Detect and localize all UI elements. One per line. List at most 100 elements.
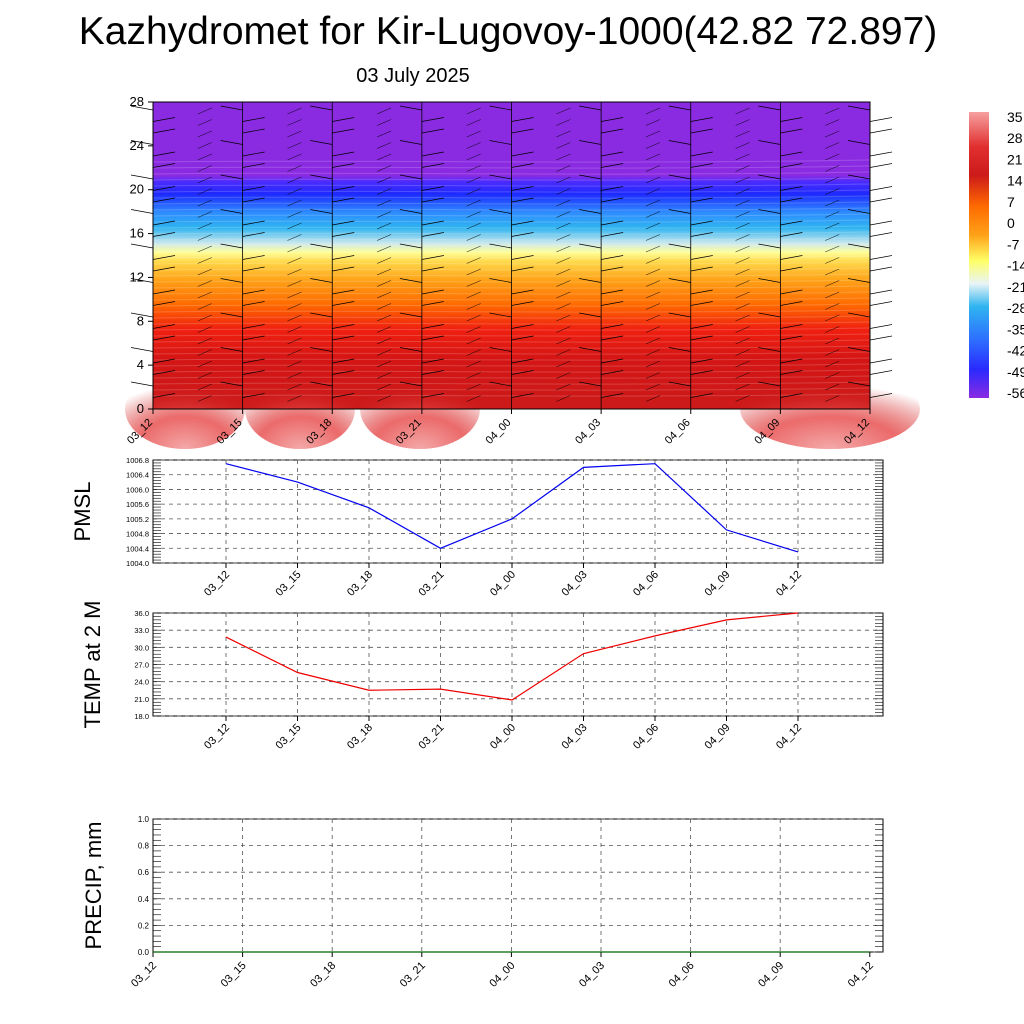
wind-barb <box>332 393 355 398</box>
y-axis-label: PMSL <box>70 482 95 542</box>
wind-barb <box>690 335 713 341</box>
wind-barb <box>242 301 265 306</box>
plot-frame <box>152 459 884 564</box>
wind-barb <box>556 176 571 184</box>
wind-barb <box>242 117 265 122</box>
wind-barb <box>579 243 602 249</box>
wind-barb <box>466 153 481 161</box>
wind-barb <box>466 314 481 322</box>
wind-barb <box>332 232 355 237</box>
wind-barb <box>690 289 713 295</box>
wind-barb <box>735 314 750 322</box>
wind-barb <box>287 337 302 345</box>
plot-frame <box>152 612 884 717</box>
wind-barb <box>489 140 512 145</box>
wind-barb <box>421 151 444 157</box>
wind-barb <box>556 291 571 299</box>
wind-barb <box>668 209 691 214</box>
wind-barb <box>466 303 481 310</box>
colorbar: 35 28 21 14 7 0 -7 -14 -21 -28 -35 -42 -49 -56 <box>969 109 1024 401</box>
wind-barb <box>197 199 212 207</box>
wind-barb <box>556 360 571 368</box>
y-tick-label: 0.6 <box>138 868 150 877</box>
wind-barb <box>152 117 176 122</box>
x-tick-label: 04_09 <box>703 722 733 752</box>
wind-barb <box>645 314 661 322</box>
wind-barb <box>489 381 512 387</box>
wind-barb <box>152 197 176 203</box>
wind-barb <box>556 303 571 310</box>
wind-barb <box>287 130 302 138</box>
wind-barb <box>758 105 781 111</box>
wind-barb <box>376 314 392 322</box>
wind-barb <box>376 257 392 264</box>
wind-barb <box>825 337 840 345</box>
y-tick-label: 1004.4 <box>126 544 149 553</box>
y-tick-label: 18.0 <box>134 712 149 721</box>
contour-line <box>152 369 871 373</box>
wind-barb <box>556 119 571 126</box>
precip-panel: 0.0 0.2 0.4 0.6 0.8 1.0 03_12 03_15 03_18 03_21 04… <box>81 815 884 990</box>
wind-barb <box>287 360 302 368</box>
wind-barb <box>130 105 154 111</box>
wind-barb <box>869 393 893 398</box>
wind-barb <box>579 174 602 180</box>
wind-barb <box>825 153 840 161</box>
wind-barb <box>847 140 871 145</box>
wind-barb <box>197 211 212 218</box>
wind-barb <box>399 209 422 214</box>
wind-barb <box>825 222 840 230</box>
wind-barb <box>601 393 624 398</box>
y-tick-label: 24 <box>130 138 144 153</box>
wind-barb <box>735 142 750 149</box>
wind-barb <box>780 197 803 203</box>
wind-barb <box>601 197 624 203</box>
wind-barb <box>421 335 444 341</box>
y-tick-label: 20 <box>130 182 144 197</box>
wind-barb <box>287 211 302 218</box>
wind-barb <box>735 153 750 161</box>
wind-barb <box>152 393 176 398</box>
wind-barb <box>197 395 212 402</box>
wind-barb <box>601 255 624 260</box>
wind-barb <box>130 243 154 249</box>
contour-line <box>152 291 871 295</box>
x-tick-label: 04_09 <box>756 960 786 990</box>
wind-barb <box>645 222 661 230</box>
wind-barb <box>421 128 444 134</box>
contour-line <box>152 213 871 217</box>
wind-barb <box>601 370 624 375</box>
wind-barb <box>220 312 243 318</box>
wind-barb <box>690 358 713 364</box>
wind-barb <box>645 188 661 195</box>
wind-barb <box>847 209 871 214</box>
wind-barb <box>758 312 781 318</box>
wind-barb <box>645 291 661 299</box>
wind-barb <box>825 257 840 264</box>
wind-barb <box>645 176 661 184</box>
wind-barb <box>780 358 803 364</box>
wind-barb <box>466 176 481 184</box>
wind-barb <box>825 119 840 126</box>
wind-barb <box>287 245 302 253</box>
wind-barb <box>197 142 212 149</box>
wind-barb <box>758 243 781 249</box>
wind-barb <box>601 186 624 191</box>
wind-barb <box>690 255 713 260</box>
wind-barb <box>152 163 176 168</box>
wind-barb <box>376 222 392 230</box>
wind-barb <box>197 130 212 138</box>
wind-barb <box>197 303 212 310</box>
wind-barb <box>690 266 713 272</box>
wind-barb <box>197 165 212 172</box>
wind-barb <box>645 360 661 368</box>
wind-barb <box>376 188 392 195</box>
x-tick-label: 04_12 <box>774 569 804 599</box>
y-tick-label: 33.0 <box>134 626 149 635</box>
y-tick-label: 1004.0 <box>126 559 149 568</box>
wind-barb <box>287 188 302 195</box>
wind-barb <box>421 220 444 226</box>
wind-barb <box>579 312 602 318</box>
wind-barb <box>197 257 212 264</box>
wind-barb <box>242 358 265 364</box>
